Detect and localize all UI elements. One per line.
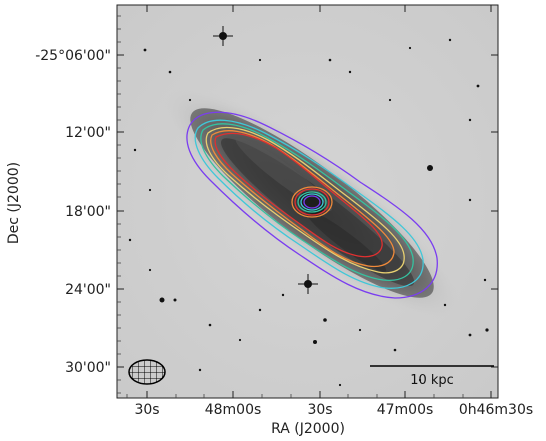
x-tick-label: 30s: [134, 402, 159, 418]
y-axis-label: Dec (J2000): [6, 162, 22, 244]
x-tick-label: 47m00s: [377, 402, 434, 418]
star-field: [128, 26, 489, 387]
nucleus-ring-purple: [303, 195, 321, 209]
x-tick-labels: 30s 48m00s 30s 47m00s 0h46m30s: [134, 402, 533, 418]
scale-bar-label: 10 kpc: [410, 373, 454, 388]
axis-ticks: [117, 5, 498, 398]
y-tick-labels: -25°06'00" 12'00" 18'00" 24'00" 30'00": [35, 48, 111, 376]
y-tick-label: 24'00": [65, 282, 111, 298]
contour-teal: [200, 123, 414, 282]
contour-red: [214, 132, 383, 258]
nucleus-ring-orange: [291, 186, 333, 218]
contour-yellow: [205, 126, 405, 274]
contour-set: [186, 111, 438, 299]
y-tick-label: 12'00": [65, 125, 111, 141]
nucleus-ring-teal: [297, 191, 327, 213]
nucleus-ring-cyan: [300, 193, 324, 211]
y-tick-label: -25°06'00": [35, 48, 111, 64]
contour-outer-purple: [186, 111, 438, 299]
y-tick-label: 18'00": [65, 204, 111, 220]
nucleus-ring-red: [294, 188, 330, 216]
contour-cyan: [194, 119, 424, 289]
beam-ellipse-icon: [128, 359, 166, 385]
x-axis-label: RA (J2000): [271, 421, 345, 437]
sky-image: 10 kpc: [117, 5, 498, 398]
plot-frame: [116, 4, 499, 399]
x-tick-label: 30s: [307, 402, 332, 418]
x-tick-label: 48m00s: [205, 402, 262, 418]
x-tick-label: 0h46m30s: [459, 402, 533, 418]
axis-minor-ticks: [117, 15, 464, 398]
y-tick-label: 30'00": [65, 360, 111, 376]
galaxy-halo: [161, 85, 463, 321]
